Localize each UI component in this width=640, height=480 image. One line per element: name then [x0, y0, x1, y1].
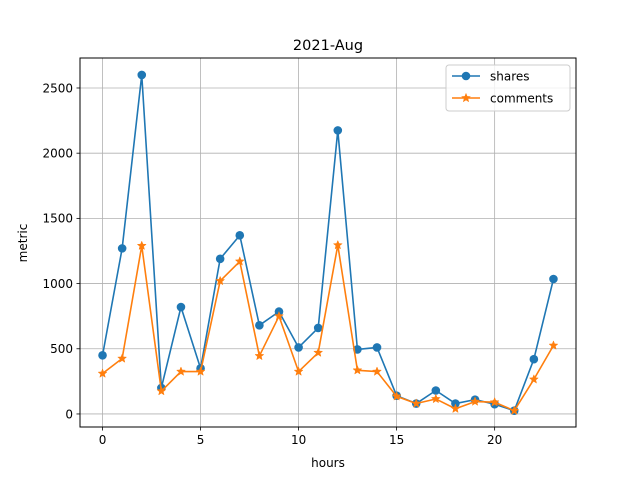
comments-line: [102, 244, 555, 412]
comments-point: [313, 347, 324, 357]
shares-point: [549, 274, 558, 284]
comments-point: [156, 385, 167, 396]
x-axis-label: hours: [311, 456, 345, 470]
plot-area-frame: [79, 57, 577, 428]
y-tick-label: 0: [65, 407, 73, 421]
y-tick-label: 2500: [42, 81, 73, 95]
legend-marker: [460, 92, 472, 103]
comments-point: [470, 396, 481, 406]
shares-point: [255, 320, 264, 330]
series-shares: [98, 70, 558, 416]
shares-point: [215, 254, 225, 264]
legend-marker: [461, 71, 471, 81]
comments-point: [254, 350, 265, 361]
y-tick-label: 500: [50, 342, 73, 356]
comments-point: [293, 366, 304, 376]
x-axis-ticks: 0 5 10 15 20: [99, 427, 502, 447]
legend-label: shares: [490, 69, 530, 83]
legend-item-comments: comments: [452, 91, 553, 105]
chart-title: 2021-Aug: [293, 38, 363, 54]
comments-point: [391, 391, 402, 401]
comments-point: [450, 403, 461, 414]
comments-point: [117, 353, 128, 363]
legend: shares comments: [445, 64, 571, 112]
comments-point: [548, 340, 559, 350]
x-tick-label: 20: [487, 433, 502, 447]
comments-point: [215, 275, 226, 286]
comments-point: [509, 405, 520, 415]
legend-item-shares: shares: [452, 69, 530, 83]
shares-point: [529, 354, 539, 364]
x-tick-label: 15: [389, 433, 404, 447]
comments-point: [352, 364, 363, 375]
y-axis-label: metric: [16, 224, 30, 263]
x-tick-label: 5: [197, 433, 205, 447]
legend-label: comments: [490, 91, 553, 105]
y-axis-ticks: 0 500 1000 1500 2000 2500: [42, 81, 80, 421]
y-tick-label: 1000: [42, 277, 73, 291]
shares-line: [101, 74, 555, 412]
comments-point: [273, 310, 285, 321]
series-comments: [97, 239, 559, 415]
comments-point: [195, 366, 206, 376]
y-tick-label: 1500: [42, 212, 73, 226]
shares-point: [176, 302, 186, 312]
comments-point: [411, 398, 422, 408]
comments-point: [97, 368, 108, 378]
comments-point: [234, 256, 245, 266]
shares-point: [294, 343, 303, 352]
comments-point: [371, 366, 383, 376]
x-tick-label: 10: [291, 433, 306, 447]
x-tick-label: 0: [99, 433, 107, 447]
shares-point: [372, 343, 382, 352]
series-layer: [97, 70, 559, 416]
y-tick-label: 2000: [42, 146, 73, 160]
comments-point: [136, 240, 147, 251]
comments-point: [489, 396, 500, 407]
comments-point: [430, 393, 441, 404]
shares-point: [431, 386, 441, 395]
shares-point: [117, 244, 127, 253]
shares-point: [98, 350, 107, 360]
shares-point: [137, 70, 147, 80]
shares-point: [313, 323, 323, 333]
comments-point: [528, 374, 539, 384]
comments-point: [175, 366, 186, 376]
comments-point: [332, 239, 343, 250]
shares-point: [235, 231, 245, 240]
shares-point: [333, 126, 343, 135]
grid: [80, 58, 576, 427]
